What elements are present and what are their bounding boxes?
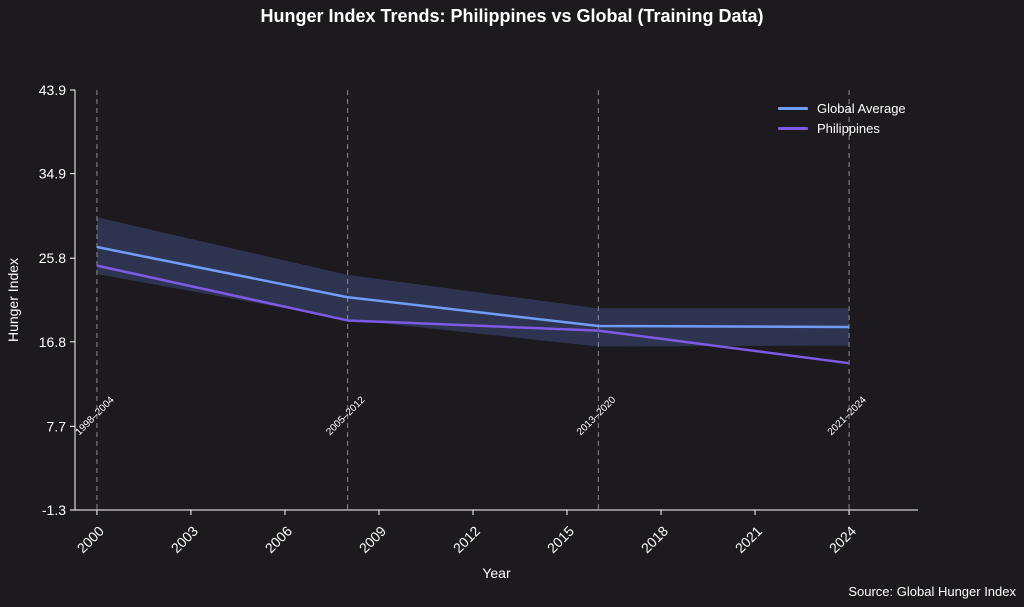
y-axis-label: Hunger Index xyxy=(5,258,21,342)
x-tick-label: 2003 xyxy=(168,523,201,556)
period-label-3: 2013–2020 xyxy=(575,394,618,437)
x-tick-label: 2000 xyxy=(74,523,107,556)
x-axis-label: Year xyxy=(482,565,511,581)
x-tick-label: 2024 xyxy=(826,523,859,556)
legend-label-philippines: Philippines xyxy=(817,120,880,136)
legend-swatch-philippines xyxy=(778,126,808,130)
legend-label-global: Global Average xyxy=(817,100,906,116)
x-tick-label: 2009 xyxy=(356,523,389,556)
range-band xyxy=(96,217,850,347)
legend-item-global: Global Average xyxy=(778,98,906,118)
y-tick-label: 16.8 xyxy=(39,334,66,350)
legend-item-philippines: Philippines xyxy=(778,118,906,138)
philippines-line xyxy=(96,264,850,365)
period-label-1: 1998–2004 xyxy=(74,394,117,437)
x-tick-label: 2021 xyxy=(732,523,765,556)
x-tick-label: 2018 xyxy=(638,523,671,556)
y-tick-label: 34.9 xyxy=(39,166,66,182)
period-label-4: 2021–2024 xyxy=(826,394,869,437)
x-tick-label: 2012 xyxy=(450,523,483,556)
chart-title: Hunger Index Trends: Philippines vs Glob… xyxy=(260,6,764,26)
y-tick-label: 25.8 xyxy=(39,250,66,266)
x-tick-label: 2015 xyxy=(544,523,577,556)
series-lines xyxy=(96,245,850,365)
source-note: Source: Global Hunger Index xyxy=(848,584,1016,599)
global-average-line xyxy=(96,245,850,329)
y-tick-label: 43.9 xyxy=(39,82,66,98)
y-tick-label: -1.3 xyxy=(42,502,66,518)
period-label-2: 2005–2012 xyxy=(324,394,367,437)
legend: Global Average Philippines xyxy=(778,98,906,138)
legend-swatch-global xyxy=(778,106,808,110)
y-tick-label: 7.7 xyxy=(47,418,67,434)
x-tick-label: 2006 xyxy=(262,523,295,556)
range-band-layer xyxy=(96,217,850,347)
